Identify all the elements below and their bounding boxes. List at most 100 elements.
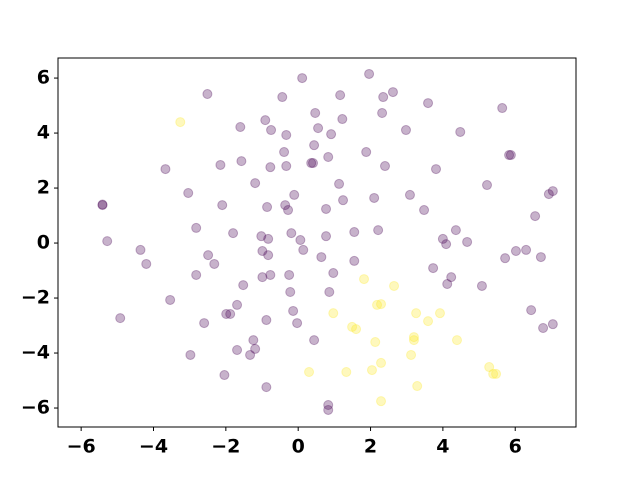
point [428,263,439,274]
point [321,203,332,214]
point [191,269,202,280]
point [261,382,272,393]
point [400,125,411,136]
point [521,244,532,255]
point [245,349,256,360]
point [380,161,391,172]
point [265,269,276,280]
point [263,250,274,261]
point [217,200,228,211]
point [389,280,400,291]
point [442,279,453,290]
point [505,150,516,161]
point [309,335,320,346]
point [408,335,419,346]
point [309,140,320,151]
point [285,286,296,297]
point [504,150,515,161]
point [372,299,383,310]
point [434,308,445,319]
point [175,117,186,128]
point [257,246,268,257]
point [530,211,541,222]
point [341,367,352,378]
point [482,180,493,191]
point [250,178,261,189]
x-tick-label: −4 [139,436,168,458]
y-tick-label: 2 [37,177,50,199]
point [191,222,202,233]
point [412,381,423,392]
point [538,323,549,334]
point [366,365,377,376]
point [209,258,220,269]
point [277,92,288,103]
point [373,225,384,236]
point [289,189,300,200]
point [404,189,415,200]
point [306,158,317,169]
point [221,308,232,319]
point [419,205,430,216]
point [260,115,271,126]
point [321,231,332,242]
point [376,357,387,368]
point [219,370,230,381]
point [288,305,299,316]
point [361,147,372,158]
point [283,205,294,216]
point [349,255,360,266]
point [335,90,346,101]
point [183,188,194,199]
point [266,125,277,136]
point [199,318,210,329]
x-tick-label: 2 [364,436,377,458]
point [323,404,334,415]
point [185,349,196,360]
point [292,318,303,329]
point [316,252,327,263]
point [526,305,537,316]
point [462,236,473,247]
point [337,114,348,125]
point [349,227,360,238]
point [423,98,434,109]
point [376,299,387,310]
point [406,349,417,360]
point [165,294,176,305]
point [297,73,308,84]
point [286,228,297,239]
point [500,253,511,264]
point [281,129,292,140]
point [250,343,261,354]
point [236,156,247,167]
point [248,335,259,346]
point [543,189,554,200]
point [97,200,108,211]
point [370,337,381,348]
y-tick-label: 6 [37,67,50,89]
point [451,335,462,346]
point [261,315,272,326]
point [328,308,339,319]
point [308,158,319,169]
point [450,225,461,236]
point [238,280,249,291]
y-tick-label: −2 [21,287,50,309]
point [313,123,324,134]
point [408,332,419,343]
point [295,235,306,246]
point [547,319,558,330]
point [263,233,274,244]
point [387,87,398,98]
point [281,161,292,172]
point [497,103,508,114]
point [510,246,521,257]
point [431,164,442,175]
point [455,126,466,137]
point [228,228,239,239]
point [160,164,171,175]
point [351,324,362,335]
